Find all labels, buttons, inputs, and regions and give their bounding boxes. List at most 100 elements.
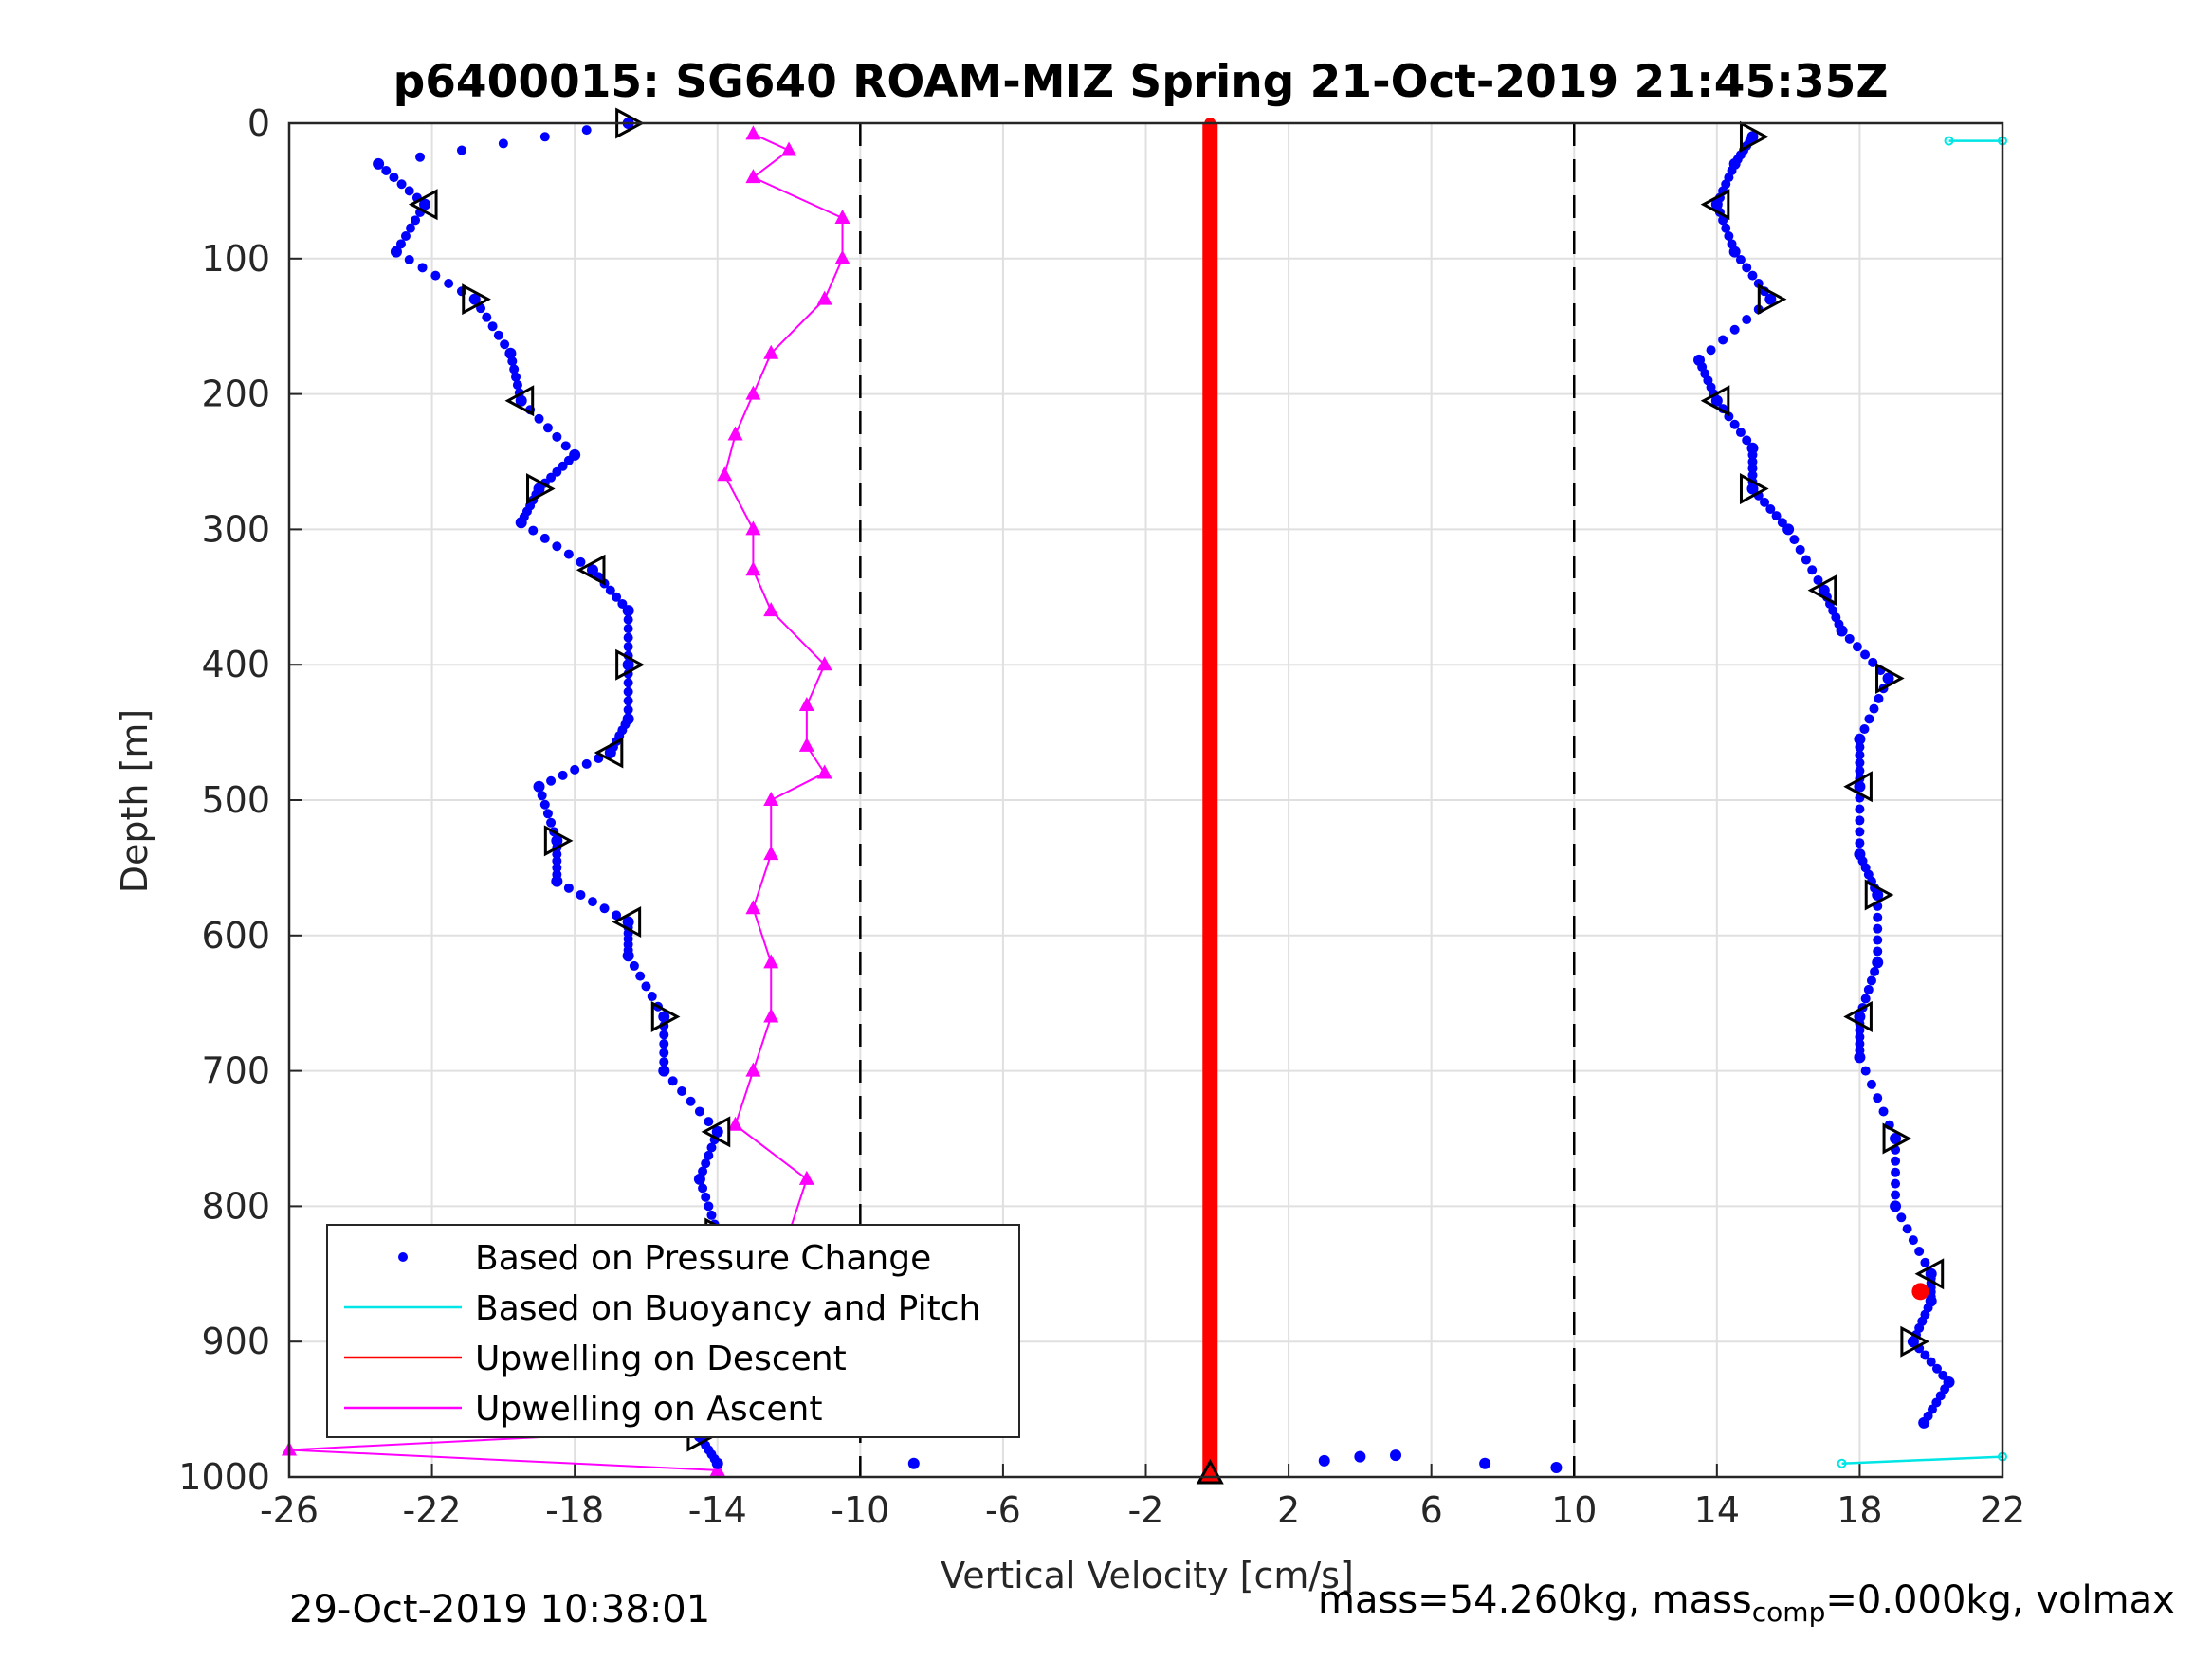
descent-marker xyxy=(1204,659,1216,671)
pressure-change-point xyxy=(1891,1190,1901,1200)
pressure-change-point xyxy=(1747,470,1758,481)
pressure-change-point xyxy=(404,254,414,264)
pressure-change-marker xyxy=(1900,1325,1930,1358)
pressure-change-point xyxy=(1729,419,1740,429)
pressure-change-point xyxy=(1908,1235,1918,1246)
ascent-marker xyxy=(745,1062,761,1077)
pressure-change-point xyxy=(1896,1212,1907,1223)
pressure-change-point xyxy=(1765,503,1776,514)
pressure-change-point xyxy=(1926,1357,1936,1367)
pressure-change-point xyxy=(395,239,406,249)
ascent-marker xyxy=(816,764,832,779)
pressure-change-point xyxy=(706,1210,717,1220)
pressure-change-point xyxy=(1869,703,1879,714)
pressure-change-point xyxy=(1882,672,1894,684)
pressure-change-marker xyxy=(543,825,574,857)
y-tick-label: 100 xyxy=(201,238,270,280)
pressure-change-point xyxy=(635,971,646,981)
legend-label: Upwelling on Ascent xyxy=(475,1390,822,1429)
pressure-change-point xyxy=(1354,1450,1366,1463)
descent-marker xyxy=(1204,929,1216,941)
pressure-change-point xyxy=(430,270,441,281)
pressure-change-marker xyxy=(1700,189,1730,221)
pressure-change-point xyxy=(1854,780,1866,793)
pressure-change-point xyxy=(1710,198,1723,210)
y-tick-label: 400 xyxy=(201,644,270,685)
x-axis-label: Vertical Velocity [cm/s] xyxy=(941,1555,1354,1596)
pressure-change-point xyxy=(1782,523,1795,536)
pressure-change-point xyxy=(1854,733,1866,745)
pressure-change-point xyxy=(622,605,634,617)
pressure-change-point xyxy=(552,849,562,860)
pressure-change-point xyxy=(419,198,431,210)
chart-title: p6400015: SG640 ROAM-MIZ Spring 21-Oct-2… xyxy=(393,56,1889,108)
pressure-change-point xyxy=(1935,1391,1946,1401)
ascent-marker xyxy=(717,466,733,482)
pressure-change-point xyxy=(1855,1039,1865,1049)
pressure-change-point xyxy=(539,132,550,142)
pressure-change-point xyxy=(389,173,399,183)
pressure-change-point xyxy=(1940,1384,1950,1395)
pressure-change-point xyxy=(515,394,527,407)
pressure-change-point xyxy=(1747,449,1758,460)
pressure-change-point xyxy=(704,1201,714,1212)
x-tick-label: -6 xyxy=(985,1489,1021,1531)
ascent-marker xyxy=(834,209,850,224)
pressure-change-point xyxy=(1870,966,1880,976)
y-tick-label: 0 xyxy=(247,102,270,144)
pressure-change-point xyxy=(623,614,633,625)
pressure-change-point xyxy=(1873,1093,1883,1103)
descent-marker xyxy=(1204,252,1216,264)
axes-box xyxy=(287,121,2004,1479)
pressure-change-marker xyxy=(1757,283,1787,316)
pressure-change-point xyxy=(500,339,510,350)
pressure-change-point xyxy=(1931,1397,1942,1408)
pressure-change-point xyxy=(1855,750,1865,760)
pressure-change-point xyxy=(1866,1079,1876,1089)
pressure-change-point xyxy=(1735,428,1746,438)
pressure-change-point xyxy=(400,231,411,241)
pressure-change-point xyxy=(487,321,498,332)
pressure-change-point xyxy=(373,157,385,170)
pressure-change-point xyxy=(1918,1416,1930,1429)
pressure-change-point xyxy=(1813,574,1823,585)
pressure-change-point xyxy=(1728,246,1741,258)
y-tick-label: 1000 xyxy=(178,1456,270,1498)
pressure-change-marker xyxy=(1700,385,1730,417)
pressure-change-point xyxy=(1764,293,1777,305)
pressure-change-point xyxy=(552,541,562,552)
pressure-change-point xyxy=(677,1086,687,1097)
pressure-change-point xyxy=(623,632,633,643)
pressure-change-point xyxy=(1855,815,1865,826)
pressure-change-point xyxy=(1866,975,1876,986)
ascent-marker xyxy=(763,846,779,861)
series-line-buoyancy xyxy=(1841,1455,2003,1465)
pressure-change-point xyxy=(482,312,492,322)
pressure-change-point xyxy=(1852,642,1862,652)
descent-marker xyxy=(1204,523,1216,536)
ascent-marker xyxy=(727,1116,743,1131)
pressure-change-point xyxy=(539,799,550,810)
pressure-change-point xyxy=(552,856,562,866)
ascent-marker xyxy=(763,344,779,359)
pressure-change-marker xyxy=(504,385,535,417)
pressure-change-point xyxy=(701,1192,711,1202)
pressure-change-point xyxy=(1729,324,1740,335)
ascent-marker xyxy=(834,249,850,264)
legend-label: Upwelling on Descent xyxy=(475,1340,847,1378)
pressure-change-marker xyxy=(462,283,491,316)
pressure-change-point xyxy=(711,1457,723,1469)
pressure-change-point xyxy=(706,1142,717,1153)
pressure-change-point xyxy=(694,1106,704,1117)
y-tick-label: 300 xyxy=(201,508,270,550)
pressure-change-point xyxy=(509,364,520,374)
pressure-change-point xyxy=(647,992,657,1002)
pressure-change-point xyxy=(1860,1066,1871,1076)
pressure-change-point xyxy=(622,950,634,962)
y-tick-label: 500 xyxy=(201,779,270,821)
pressure-change-point xyxy=(704,1117,714,1127)
pressure-change-point xyxy=(1807,565,1818,575)
pressure-change-point xyxy=(1873,923,1883,934)
pressure-change-point xyxy=(1854,1011,1866,1023)
ascent-marker xyxy=(763,602,779,617)
